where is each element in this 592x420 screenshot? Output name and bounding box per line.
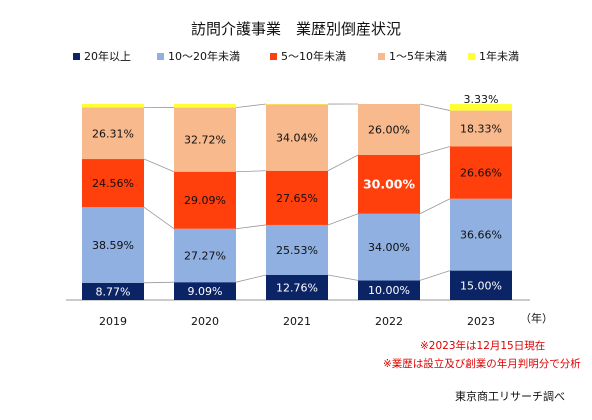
data-label: 38.59% bbox=[92, 239, 134, 252]
x-tick-label: 2020 bbox=[191, 315, 219, 328]
data-label: 15.00% bbox=[460, 279, 502, 292]
legend-swatch-0 bbox=[73, 53, 80, 60]
legend-label-2: 5～10年未満 bbox=[281, 49, 346, 63]
data-label: 30.00% bbox=[363, 176, 416, 191]
data-label: 34.04% bbox=[276, 131, 318, 144]
note-date: ※2023年は12月15日現在 bbox=[420, 338, 545, 353]
connector-line bbox=[144, 159, 174, 172]
legend-label-1: 10～20年未満 bbox=[168, 49, 240, 63]
data-label: 27.27% bbox=[184, 249, 226, 262]
data-label: 9.09% bbox=[188, 285, 223, 298]
data-label: 26.31% bbox=[92, 127, 134, 140]
data-label: 34.00% bbox=[368, 241, 410, 254]
x-tick-label: 2022 bbox=[375, 315, 403, 328]
legend-label-4: 1年未満 bbox=[479, 49, 519, 63]
data-label: 29.09% bbox=[184, 194, 226, 207]
chart-title: 訪問介護事業 業歴別倒産状況 bbox=[191, 20, 401, 38]
source-credit: 東京商工リサーチ調べ bbox=[455, 388, 565, 404]
data-label: 12.76% bbox=[276, 281, 318, 294]
connector-line bbox=[236, 104, 266, 108]
data-label: 3.33% bbox=[464, 93, 499, 106]
connector-line bbox=[420, 271, 450, 281]
bar-segment bbox=[266, 104, 328, 105]
data-label: 10.00% bbox=[368, 284, 410, 297]
data-label: 8.77% bbox=[96, 285, 131, 298]
connector-line bbox=[420, 104, 450, 111]
connector-line bbox=[144, 282, 174, 283]
note-method: ※業歴は設立及び創業の年月判明分で分析 bbox=[383, 356, 581, 371]
data-label: 24.56% bbox=[92, 177, 134, 190]
connector-line bbox=[328, 275, 358, 280]
legend-label-3: 1～5年未満 bbox=[389, 49, 447, 63]
connector-line bbox=[236, 171, 266, 172]
connector-line bbox=[236, 225, 266, 229]
data-label: 25.53% bbox=[276, 244, 318, 257]
legend-swatch-1 bbox=[157, 53, 164, 60]
legend-swatch-4 bbox=[468, 53, 475, 60]
data-label: 18.33% bbox=[460, 123, 502, 136]
connector-line bbox=[328, 155, 358, 171]
x-tick-label: 2019 bbox=[99, 315, 127, 328]
connector-line bbox=[144, 207, 174, 229]
x-tick-label: 2021 bbox=[283, 315, 311, 328]
bar-segment bbox=[174, 104, 236, 108]
legend-swatch-2 bbox=[270, 53, 277, 60]
legend-label-0: 20年以上 bbox=[84, 49, 131, 63]
data-label: 26.00% bbox=[368, 123, 410, 136]
data-label: 27.65% bbox=[276, 192, 318, 205]
data-label: 26.66% bbox=[460, 167, 502, 180]
x-axis-unit: （年） bbox=[520, 311, 553, 325]
data-label: 36.66% bbox=[460, 229, 502, 242]
x-tick-label: 2023 bbox=[467, 315, 495, 328]
bar-segment bbox=[82, 104, 144, 107]
connector-line bbox=[420, 199, 450, 214]
connector-line bbox=[420, 146, 450, 154]
connector-line bbox=[236, 275, 266, 282]
data-label: 32.72% bbox=[184, 134, 226, 147]
legend-swatch-3 bbox=[378, 53, 385, 60]
connector-line bbox=[328, 214, 358, 225]
